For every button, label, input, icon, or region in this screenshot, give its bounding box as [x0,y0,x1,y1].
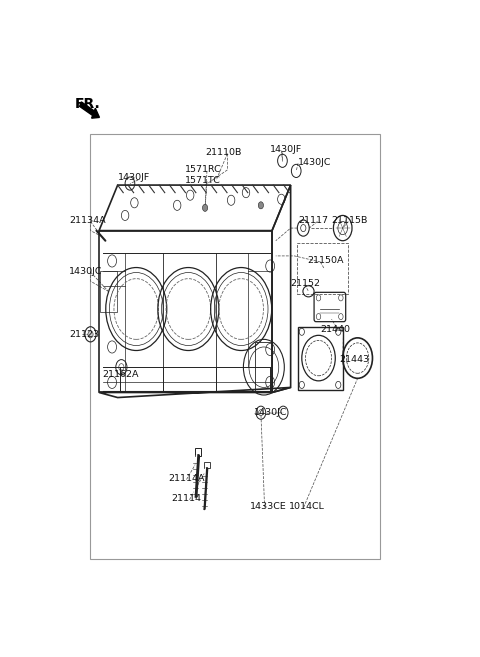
Bar [90,135,380,560]
Text: 21110B: 21110B [205,148,241,156]
Circle shape [88,330,93,338]
Text: 21150A: 21150A [307,256,344,265]
Bar [255,342,272,392]
Text: 21162A: 21162A [103,371,139,379]
Text: 1430JF: 1430JF [270,145,302,154]
Text: 21114A: 21114A [168,474,204,483]
Circle shape [203,204,208,212]
Text: 21443: 21443 [339,355,369,364]
Text: FR.: FR. [75,97,101,110]
Text: 21134A: 21134A [69,216,106,225]
Text: 21117: 21117 [298,216,328,225]
FancyArrow shape [80,102,99,118]
Circle shape [258,202,264,209]
Bar [298,327,343,390]
Text: 21115B: 21115B [332,216,368,225]
Text: 1433CE: 1433CE [250,502,287,510]
Text: 21440: 21440 [321,325,350,334]
Text: 21114: 21114 [172,494,202,503]
Text: 1014CL: 1014CL [289,502,324,510]
Bar [204,462,210,468]
Text: 21152: 21152 [290,279,321,288]
Text: 1571TC: 1571TC [185,175,220,185]
Text: 1571RC: 1571RC [185,166,221,174]
Text: 1430JC: 1430JC [69,267,103,275]
Text: 21123: 21123 [69,330,99,339]
Bar [195,448,202,456]
Bar [297,243,348,294]
Text: 1430JC: 1430JC [253,408,287,417]
Bar [100,271,117,311]
Text: 1430JC: 1430JC [298,158,332,167]
Text: 1430JF: 1430JF [118,173,150,182]
